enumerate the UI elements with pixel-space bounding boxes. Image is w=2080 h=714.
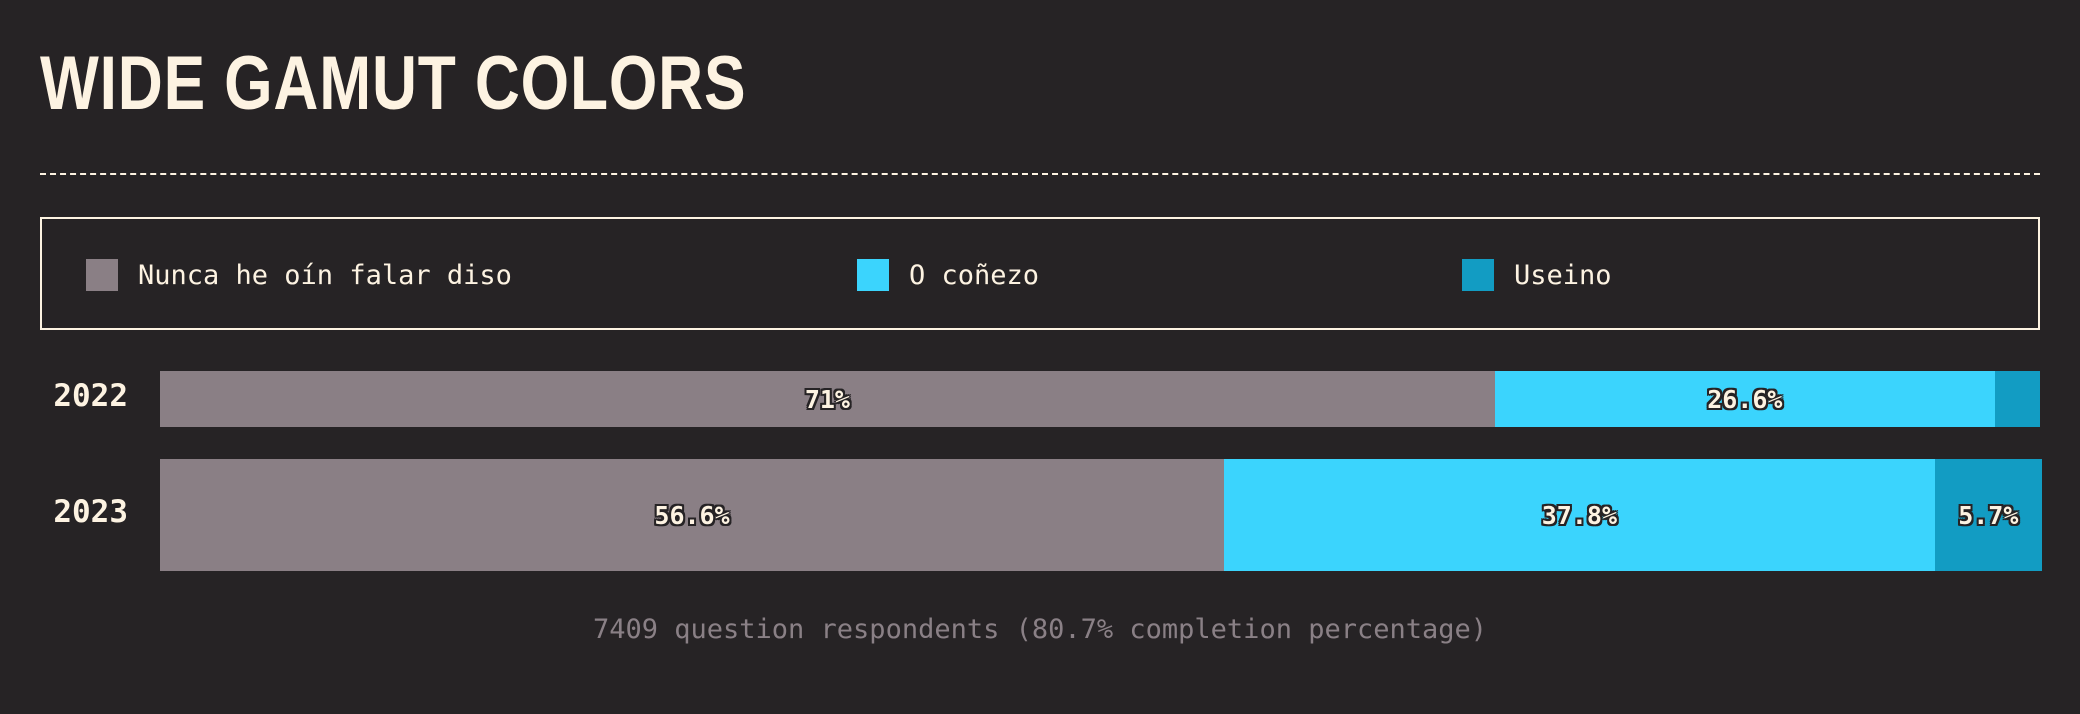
legend-swatch [86, 259, 118, 291]
row-label-2023: 2023 [53, 494, 128, 530]
legend-item-nunca[interactable]: Nunca he oín falar diso [86, 259, 512, 291]
legend-item-useino[interactable]: Useino [1462, 259, 1612, 291]
row-label-2022: 2022 [53, 378, 128, 414]
bar-data-label: 37.8% [1541, 500, 1618, 530]
respondents-footnote: 7409 question respondents (80.7% complet… [592, 614, 1488, 645]
legend-label: Nunca he oín falar diso [138, 259, 512, 291]
legend-label: Useino [1514, 259, 1612, 291]
legend-label: O coñezo [909, 259, 1040, 291]
bar-segment-2023-nunca-he-oin-falar-diso[interactable]: 56.6% [160, 459, 1225, 571]
bar-segment-2022-o-conezo[interactable]: 26.6% [1494, 371, 1995, 427]
dashed-divider [40, 173, 2040, 175]
legend-swatch [1462, 259, 1494, 291]
bar-data-label: 71% [804, 384, 850, 414]
bar-data-label: 5.7% [1958, 500, 2019, 530]
legend: Nunca he oín falar diso O coñezo Useino [40, 217, 2040, 330]
bar-data-label: 26.6% [1707, 384, 1783, 414]
bar-row-2022: 71% 26.6% [160, 371, 2040, 427]
bar-segment-2022-nunca-he-oin-falar-diso[interactable]: 71% [160, 371, 1495, 427]
bar-segment-2022-useino[interactable] [1994, 371, 2040, 427]
chart-title: WIDE GAMUT COLORS [40, 41, 747, 126]
bar-segment-2023-useino[interactable]: 5.7% [1934, 459, 2042, 571]
legend-swatch [857, 259, 889, 291]
bar-segment-2023-o-conezo[interactable]: 37.8% [1224, 459, 1935, 571]
bar-data-label: 56.6% [654, 500, 730, 530]
legend-item-conezo[interactable]: O coñezo [857, 259, 1039, 291]
bar-row-2023: 56.6% 37.8% 5.7% [160, 459, 2042, 571]
